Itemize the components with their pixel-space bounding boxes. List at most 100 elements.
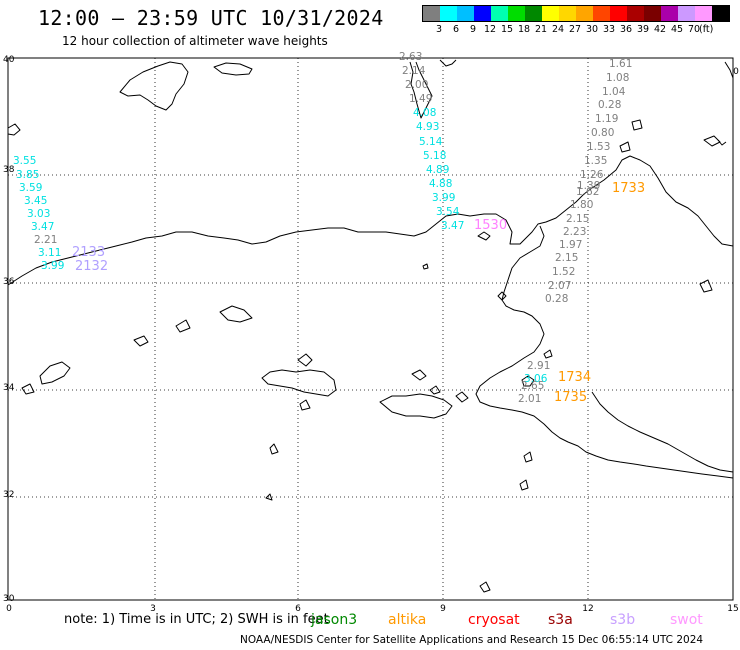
track-id-label: 1735	[554, 390, 587, 405]
y-tick-32: 32	[3, 490, 14, 500]
legend-swatch	[593, 6, 610, 21]
swh-label: 1.04	[602, 86, 626, 98]
swh-label: 2.15	[566, 213, 589, 225]
swh-label: 2.91	[527, 360, 550, 372]
x-tick-labels: 0 3 6 9 12 15 0	[6, 67, 739, 614]
legend-label: 21	[535, 24, 548, 35]
legend-swatch	[525, 6, 542, 21]
legend-label: 24	[552, 24, 565, 35]
swh-label: 1.35	[584, 155, 607, 167]
legend-swatch	[542, 6, 559, 21]
map-subtitle: 12 hour collection of altimeter wave hei…	[62, 34, 328, 48]
swh-label: 1.08	[606, 72, 629, 84]
legend-label: 39	[637, 24, 650, 35]
x-tick-12: 12	[582, 604, 593, 614]
swh-label: 1.39	[577, 180, 600, 192]
legend-swatch	[423, 6, 440, 21]
swh-label: 3.06	[524, 373, 548, 385]
legend-swatch	[457, 6, 474, 21]
legend-label: 45	[671, 24, 684, 35]
swh-label: 2.15	[555, 252, 578, 264]
track-id-label: 2133	[72, 245, 105, 260]
swh-label: 2.07	[548, 280, 571, 292]
legend-label: 12	[484, 24, 497, 35]
x-tick-0: 0	[6, 604, 12, 614]
track-id-label: 2132	[75, 259, 108, 274]
legend-swatch	[610, 6, 627, 21]
swh-label: 2.01	[518, 393, 541, 405]
legend-swatch	[559, 6, 576, 21]
legend-swatch	[644, 6, 661, 21]
legend-swatch	[678, 6, 695, 21]
x-tick-15: 15	[727, 604, 738, 614]
legend-swatch	[576, 6, 593, 21]
swh-label: 0.80	[591, 127, 614, 139]
map-title: 12:00 – 23:59 UTC 10/31/2024	[38, 6, 384, 30]
swh-label: 1.26	[580, 169, 604, 181]
legend-swatch	[508, 6, 525, 21]
satellite-altika: altika	[388, 612, 427, 628]
swh-label: 3.47	[441, 220, 464, 232]
swh-label: 5.18	[423, 150, 446, 162]
graticule	[8, 58, 733, 600]
x-tick-3: 3	[150, 604, 156, 614]
legend-label: 42	[654, 24, 667, 35]
legend-color-bar	[422, 5, 730, 22]
satellite-swot: swot	[670, 612, 703, 628]
swh-label: 3.54	[436, 206, 460, 218]
legend-swatch	[440, 6, 457, 21]
y-tick-34: 34	[3, 383, 15, 393]
swh-label: 1.53	[587, 141, 610, 153]
swh-label: 3.99	[432, 192, 455, 204]
legend-label: 36	[620, 24, 633, 35]
swh-label: 1.62	[576, 186, 599, 198]
legend-label: 33	[603, 24, 616, 35]
track-id-label: 1734	[558, 370, 591, 385]
swh-label: 2.14	[402, 65, 426, 77]
legend-swatch	[712, 6, 729, 21]
swh-label: 1.97	[559, 239, 582, 251]
swh-label: 1.61	[609, 58, 632, 70]
y-tick-38: 38	[3, 165, 15, 175]
swh-label: 4.89	[426, 164, 449, 176]
observation-labels: 3.55 3.85 3.59 3.45 3.03 3.47 2.21 3.11 …	[13, 51, 645, 405]
swh-label: 2.21	[34, 234, 57, 246]
swh-label: 3.99	[41, 260, 64, 272]
legend-label: 9	[470, 24, 477, 35]
swh-label: 1.49	[409, 93, 432, 105]
swh-label: 0.28	[598, 99, 621, 111]
satellite-jason3: jason3	[311, 612, 358, 628]
swh-label: 3.85	[16, 169, 39, 181]
map-frame	[7, 57, 734, 601]
swh-label: 3.59	[19, 182, 42, 194]
track-id-label: 1530	[474, 218, 507, 233]
swh-label: 1.80	[570, 199, 593, 211]
swh-label: 2.23	[563, 226, 586, 238]
legend-label: 18	[518, 24, 531, 35]
swh-label: 1.19	[595, 113, 618, 125]
x-tick-9: 9	[440, 604, 446, 614]
swh-label: 0.28	[545, 293, 568, 305]
swh-label: 4.08	[413, 107, 436, 119]
coastlines	[7, 59, 734, 593]
legend-label: 6	[453, 24, 460, 35]
legend-swatch	[474, 6, 491, 21]
x-tick-6: 6	[295, 604, 301, 614]
legend-label: 27	[569, 24, 582, 35]
swh-label: 4.93	[416, 121, 439, 133]
swh-label: 2.63	[399, 51, 422, 63]
right-edge-label: 0	[733, 67, 739, 77]
y-tick-30: 30	[3, 594, 15, 604]
swh-label: 3.03	[27, 208, 50, 220]
y-tick-36: 36	[3, 277, 15, 287]
y-tick-40: 40	[3, 55, 15, 65]
swh-label: 3.45	[24, 195, 47, 207]
legend-labels: 3 6 9 12 15 18 21 24 27 30 33 36 39 42 45 70 (ft)	[422, 24, 730, 36]
wave-height-legend: 3 6 9 12 15 18 21 24 27 30 33 36 39 42 45 70 (ft)	[422, 5, 730, 36]
footer-credit: NOAA/NESDIS Center for Satellite Applica…	[240, 634, 704, 646]
swh-label: 3.47	[31, 221, 54, 233]
legend-label: 15	[501, 24, 514, 35]
swh-label: 2.65	[521, 380, 544, 392]
